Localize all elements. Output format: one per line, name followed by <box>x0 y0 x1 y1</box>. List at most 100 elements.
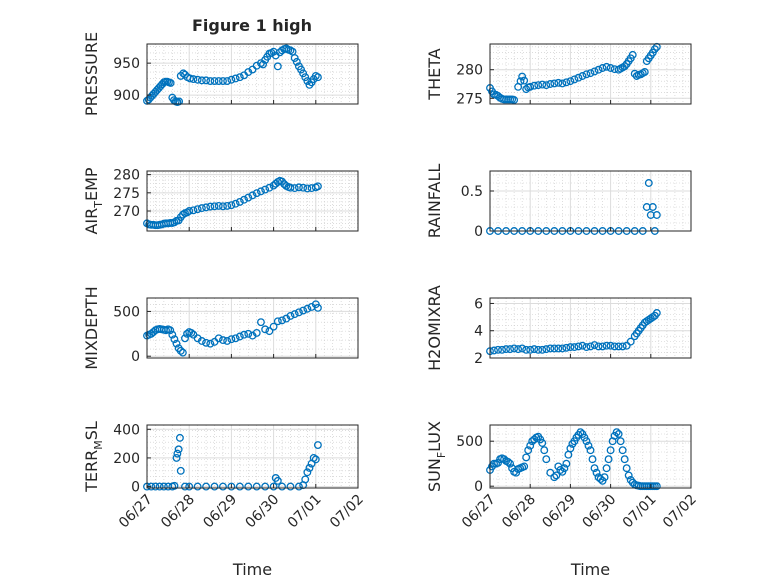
data-point <box>175 433 184 442</box>
data-point <box>181 334 189 343</box>
data-point <box>606 446 615 455</box>
y-tick-label: 0 <box>474 224 483 240</box>
data-point <box>552 471 561 480</box>
data-point <box>299 306 308 315</box>
subplot-7: 0 200 400 TERRMSL 06/27 06/28 06/29 06/30 07/01 0… <box>82 421 367 579</box>
data-point <box>550 473 559 482</box>
x-tick-label: 06/30 <box>243 492 283 532</box>
data-point <box>598 64 607 72</box>
data-point <box>586 342 595 351</box>
data-point <box>206 77 215 85</box>
axes-box <box>146 43 359 105</box>
data-point <box>219 202 227 211</box>
data-point <box>526 441 535 450</box>
y-axis-label: RAINFALL <box>425 164 444 239</box>
data-point <box>219 77 227 85</box>
data-point <box>558 79 567 88</box>
data-point <box>606 64 615 72</box>
data-point <box>219 482 227 491</box>
x-tick-label: 06/30 <box>580 492 620 532</box>
data-point <box>506 345 515 354</box>
y-tick-label: 4 <box>474 324 483 340</box>
subplot-5: 0 500 MIXDEPTH <box>82 286 359 370</box>
y-axis-label: PRESSURE <box>82 32 101 116</box>
data-point <box>261 482 270 491</box>
data-point <box>206 339 215 348</box>
data-point <box>313 441 322 449</box>
data-point <box>193 205 202 214</box>
data-point <box>614 430 623 438</box>
y-tick-label: 0 <box>131 480 140 496</box>
data-point <box>256 187 265 196</box>
data-point <box>518 72 527 81</box>
y-axis-label: THETA <box>425 48 444 100</box>
y-axis-label-subscript: T <box>92 201 105 209</box>
data-point <box>185 482 194 491</box>
data-point <box>582 70 591 79</box>
data-point <box>166 78 175 87</box>
y-axis-label-rest: SL <box>82 421 101 440</box>
data-point <box>299 69 308 78</box>
data-point <box>303 468 312 477</box>
data-point <box>286 183 295 192</box>
y-tick-label: 400 <box>113 422 140 438</box>
x-tick-label: 06/27 <box>459 492 499 532</box>
data-point <box>494 345 502 354</box>
data-point <box>174 445 183 454</box>
data-point <box>197 337 206 345</box>
data-point <box>652 482 661 491</box>
y-tick-label: 6 <box>474 296 483 312</box>
data-point <box>240 330 249 339</box>
data-point <box>252 328 261 337</box>
data-point <box>556 466 565 474</box>
x-tick-label: 06/29 <box>200 492 240 532</box>
x-tick-label: 06/29 <box>539 492 579 532</box>
data-point <box>554 344 563 353</box>
data-point <box>185 207 194 215</box>
data-point <box>227 335 236 344</box>
data-point <box>526 82 535 91</box>
data-point <box>301 475 310 484</box>
data-point <box>578 72 587 80</box>
data-point <box>187 328 196 337</box>
data-point <box>181 482 189 491</box>
data-point <box>518 344 527 353</box>
data-point <box>522 85 531 94</box>
data-point <box>214 334 223 343</box>
data-point <box>506 459 515 468</box>
data-point <box>273 317 282 326</box>
x-tick-label: 06/28 <box>499 492 539 532</box>
data-point <box>538 345 547 354</box>
data-point <box>546 344 555 353</box>
data-point <box>227 482 236 491</box>
y-tick-label: 0 <box>474 479 483 495</box>
x-tick-label: 07/01 <box>285 492 325 532</box>
data-point <box>151 482 160 491</box>
axes-box <box>146 424 359 489</box>
data-point <box>292 57 301 66</box>
data-point <box>550 344 559 353</box>
data-point <box>590 341 599 349</box>
data-point <box>592 468 601 477</box>
data-point <box>576 428 585 437</box>
data-point <box>618 446 627 455</box>
data-point <box>206 202 215 211</box>
data-point <box>197 76 206 85</box>
data-point <box>594 342 603 351</box>
axes-box <box>489 43 692 105</box>
y-tick-label: 275 <box>456 91 483 107</box>
data-point <box>624 471 633 480</box>
y-tick-label: 0.5 <box>461 184 483 200</box>
data-point <box>516 77 525 86</box>
data-point <box>562 78 571 87</box>
data-point <box>652 309 661 317</box>
data-point <box>606 341 615 350</box>
data-point <box>520 462 529 471</box>
x-tick-label: 06/27 <box>116 492 156 532</box>
data-point <box>210 202 219 211</box>
data-point <box>610 342 619 351</box>
data-point <box>278 482 286 491</box>
data-point <box>530 345 539 354</box>
data-point <box>261 185 270 194</box>
data-point <box>602 62 611 71</box>
